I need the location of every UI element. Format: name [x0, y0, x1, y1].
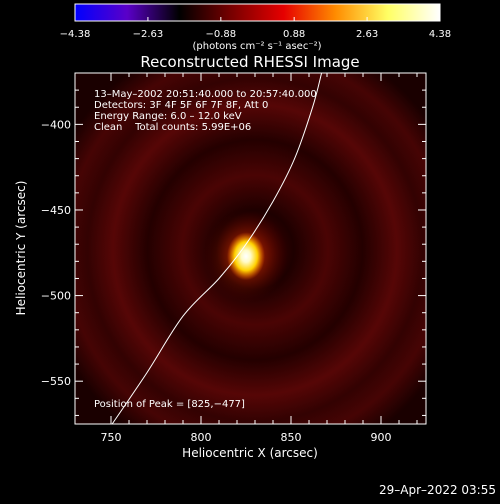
annotation-detectors: Detectors: 3F 4F 5F 6F 7F 8F, Att 0	[94, 100, 268, 111]
colorbar	[74, 3, 441, 22]
x-axis-ticks: 750 800 850 900	[101, 73, 418, 444]
y-tick-label: −400	[41, 118, 71, 131]
plot-frame	[74, 72, 427, 425]
chart-title: Reconstructed RHESSI Image	[140, 53, 359, 71]
annotation-peak-position: Position of Peak = [825,−477]	[94, 399, 245, 410]
y-axis-ticks: −550 −500 −450 −400	[41, 89, 426, 416]
y-axis-label: Heliocentric Y (arcsec)	[14, 181, 28, 316]
colorbar-ticks: −4.38 −2.63 −0.88 0.88 2.63 4.38	[60, 17, 451, 40]
x-tick-label: 900	[371, 431, 392, 444]
colorbar-tick-label: 4.38	[429, 29, 451, 40]
colorbar-tick-label: 2.63	[356, 29, 378, 40]
annotation-clean-counts: Clean Total counts: 5.99E+06	[94, 122, 251, 133]
x-tick-label: 850	[281, 431, 302, 444]
colorbar-tick-label: −0.88	[206, 29, 237, 40]
solar-limb-curve	[111, 73, 323, 424]
footer-timestamp: 29–Apr–2022 03:55	[379, 483, 496, 497]
x-tick-label: 800	[191, 431, 212, 444]
y-tick-label: −500	[41, 290, 71, 303]
x-tick-label: 750	[101, 431, 122, 444]
annotation-energy-range: Energy Range: 6.0 – 12.0 keV	[94, 111, 242, 122]
heatmap-area	[75, 73, 426, 424]
y-tick-label: −550	[41, 375, 71, 388]
colorbar-tick-label: −4.38	[60, 29, 91, 40]
colorbar-unit-label: (photons cm⁻² s⁻¹ asec⁻²)	[192, 41, 321, 52]
colorbar-tick-label: 0.88	[283, 29, 305, 40]
source-core	[227, 232, 265, 281]
x-axis-label: Heliocentric X (arcsec)	[182, 446, 318, 460]
annotation-time-range: 13–May–2002 20:51:40.000 to 20:57:40.000	[94, 89, 317, 100]
y-tick-label: −450	[41, 204, 71, 217]
colorbar-tick-label: −2.63	[133, 29, 164, 40]
